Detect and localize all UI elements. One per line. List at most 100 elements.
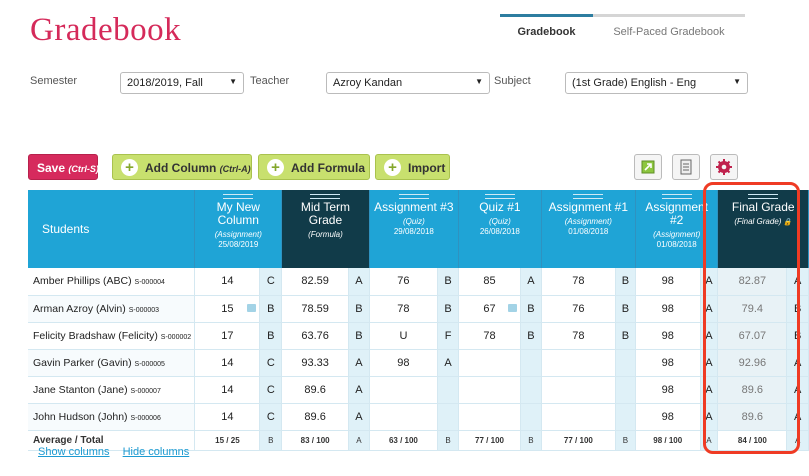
score-value: 82.87 [738,275,767,288]
comment-icon[interactable] [247,303,257,312]
average-grade: B [437,430,460,451]
score-cell[interactable]: 93.33 [281,349,350,377]
score-cell[interactable]: 78 [369,295,439,323]
add-column-button[interactable]: + Add Column (Ctrl-A) [112,154,252,180]
student-name-cell[interactable]: Amber Phillips (ABC) S-000004 [28,268,196,296]
export-button[interactable] [634,154,662,180]
score-cell[interactable]: 78 [458,322,521,350]
column-header[interactable]: Assignment #2 (Assignment) 01/08/2018 [635,190,719,268]
letter-grade-cell [615,403,636,431]
student-name: Jane Stanton (Jane) [33,383,128,396]
score-cell[interactable]: 14 [194,349,261,377]
score-cell[interactable] [541,376,617,404]
column-type: (Final Grade) 🔒 [734,217,793,226]
student-name-cell[interactable]: Gavin Parker (Gavin) S-000005 [28,349,196,377]
score-cell[interactable]: 17 [194,322,261,350]
column-header[interactable]: Assignment #3 (Quiz) 29/08/2018 [369,190,460,268]
column-type: (Formula) [308,230,343,239]
letter-grade-cell: A [348,376,370,404]
average-value: 63 / 100 [369,430,439,451]
drag-handle-icon[interactable] [398,194,429,199]
document-button[interactable] [672,154,700,180]
score-cell[interactable]: 78 [541,268,617,296]
score-cell[interactable]: 67 [458,295,521,323]
score-cell[interactable] [458,403,521,431]
score-cell[interactable] [541,349,617,377]
score-cell[interactable] [369,376,439,404]
score-cell: 89.6 [717,403,788,431]
comment-icon[interactable] [508,303,517,312]
student-id: S-000005 [134,360,165,368]
score-cell[interactable]: 14 [194,403,261,431]
column-header[interactable]: Final Grade (Final Grade) 🔒 [717,190,809,268]
column-header[interactable]: My New Column (Assignment) 25/08/2019 [194,190,283,268]
subject-select[interactable]: (1st Grade) English - Eng ▼ [565,72,748,94]
drag-handle-icon[interactable] [573,194,604,199]
column-type: (Assignment) [653,230,701,239]
hide-columns-link[interactable]: Hide columns [122,446,190,458]
letter-grade-cell: B [348,295,370,323]
score-value: 98 [661,329,674,342]
column-header[interactable]: Assignment #1 (Assignment) 01/08/2018 [541,190,636,268]
import-button[interactable]: + Import [375,154,450,180]
score-cell[interactable]: 76 [541,295,617,323]
score-cell[interactable]: 98 [635,295,701,323]
tab-gradebook[interactable]: Gradebook [500,14,593,48]
tab-self-paced-gradebook[interactable]: Self-Paced Gradebook [593,14,745,48]
score-cell[interactable]: 98 [635,403,701,431]
add-formula-button[interactable]: + Add Formula [258,154,370,180]
semester-select[interactable]: 2018/2019, Fall ▼ [120,72,244,94]
score-cell[interactable]: 89.6 [281,403,350,431]
score-cell[interactable] [369,403,439,431]
drag-handle-icon[interactable] [661,194,692,199]
score-value: U [399,329,408,342]
letter-grade-cell: A [700,295,719,323]
score-cell[interactable]: 78 [541,322,617,350]
column-header[interactable]: Quiz #1 (Quiz) 26/08/2018 [458,190,542,268]
letter-grade-cell: A [700,322,719,350]
score-cell[interactable]: 98 [635,349,701,377]
score-cell[interactable]: 14 [194,376,261,404]
score-cell[interactable]: 85 [458,268,521,296]
drag-handle-icon[interactable] [748,194,779,199]
score-cell[interactable]: 98 [635,322,701,350]
score-cell[interactable]: 98 [635,376,701,404]
score-cell[interactable]: 76 [369,268,439,296]
average-value: 98 / 100 [635,430,701,451]
score-cell[interactable] [458,349,521,377]
semester-label: Semester [30,75,78,87]
student-name-cell[interactable]: Jane Stanton (Jane) S-000007 [28,376,196,404]
score-value: 93.33 [301,356,329,369]
score-cell[interactable]: 15 [194,295,261,323]
score-cell[interactable]: U [369,322,439,350]
teacher-select[interactable]: Azroy Kandan ▼ [326,72,490,94]
drag-handle-icon[interactable] [484,194,515,199]
settings-gear-icon [716,159,732,175]
student-name-cell[interactable]: Arman Azroy (Alvin) S-000003 [28,295,196,323]
drag-handle-icon[interactable] [223,194,254,199]
settings-button[interactable] [710,154,738,180]
letter-grade-cell: A [786,349,809,377]
save-button[interactable]: Save (Ctrl-S) [28,154,99,180]
score-cell[interactable]: 82.59 [281,268,350,296]
score-value: 92.96 [738,356,767,369]
score-cell[interactable]: 63.76 [281,322,350,350]
drag-handle-icon[interactable] [310,194,341,199]
score-cell[interactable] [458,376,521,404]
letter-grade-cell: C [259,403,283,431]
score-cell[interactable]: 14 [194,268,261,296]
student-name-cell[interactable]: Felicity Bradshaw (Felicity) S-000002 [28,322,196,350]
semester-value: 2018/2019, Fall [127,77,203,89]
letter-grade-cell: C [259,268,283,296]
column-header[interactable]: Mid Term Grade (Formula) [281,190,370,268]
column-name: Assignment #1 [548,200,629,214]
score-cell[interactable]: 78.59 [281,295,350,323]
student-name-cell[interactable]: John Hudson (John) S-000006 [28,403,196,431]
score-cell[interactable]: 89.6 [281,376,350,404]
score-cell[interactable]: 98 [635,268,701,296]
score-value: 17 [221,329,234,342]
score-cell[interactable] [541,403,617,431]
score-cell[interactable]: 98 [369,349,439,377]
student-id: S-000006 [130,414,161,422]
show-columns-link[interactable]: Show columns [38,446,110,458]
